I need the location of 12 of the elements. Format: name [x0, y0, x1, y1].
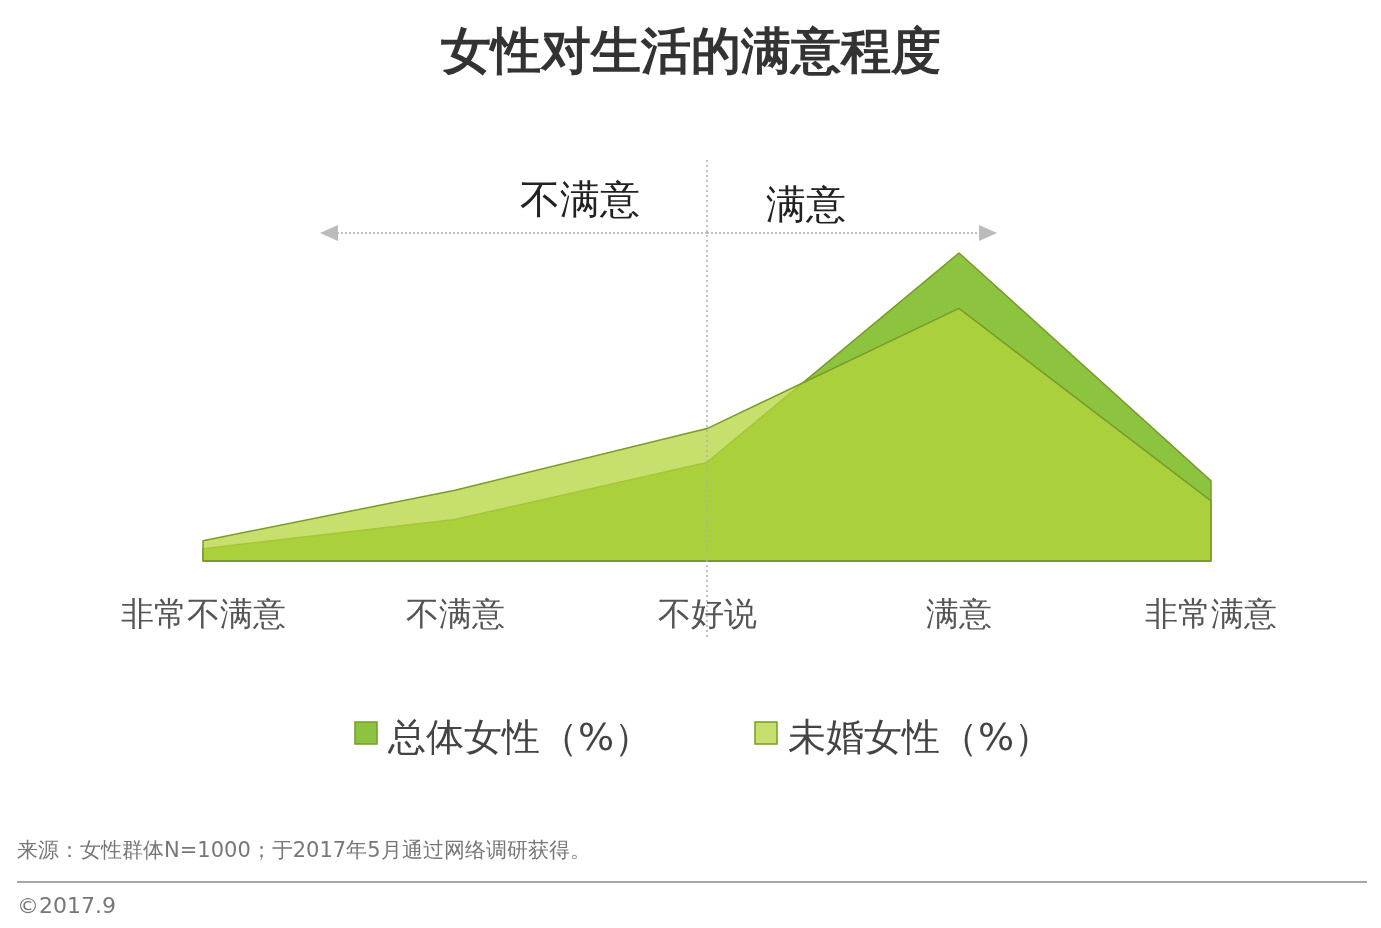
text: ©2017.9: [17, 893, 116, 918]
text: 不满意: [520, 176, 640, 222]
x-tick-label: 非常不满意: [120, 594, 286, 633]
source-note: 来源：女性群体N=1000；于2017年5月通过网络调研获得。: [17, 838, 591, 862]
legend-label: 未婚女性（%）: [788, 715, 1053, 759]
x-tick-label: 不满意: [405, 594, 505, 633]
chart-title: 女性对生活的满意程度: [439, 22, 941, 80]
legend-label: 总体女性（%）: [387, 715, 653, 759]
x-tick-label: 非常满意: [1145, 594, 1277, 633]
x-tick-label: 不好说: [657, 594, 757, 633]
text: 满意: [766, 181, 846, 227]
x-tick-label: 满意: [926, 594, 992, 633]
